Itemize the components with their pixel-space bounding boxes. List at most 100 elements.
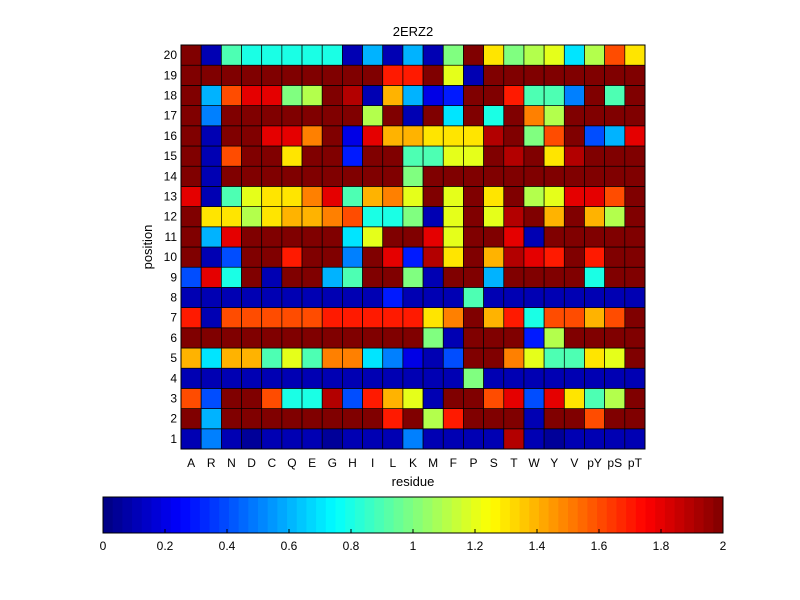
y-tick-label: 4 bbox=[170, 371, 177, 385]
heatmap-cell bbox=[402, 408, 424, 430]
heatmap-cell bbox=[584, 64, 606, 86]
heatmap-cell bbox=[200, 206, 222, 228]
heatmap-cell bbox=[604, 347, 626, 369]
x-tick-label: Q bbox=[287, 456, 296, 470]
x-tick-label: R bbox=[207, 456, 216, 470]
heatmap-cell bbox=[463, 44, 484, 66]
heatmap-cell bbox=[200, 85, 222, 106]
heatmap-cell bbox=[543, 226, 565, 248]
colorbar-segment bbox=[606, 497, 617, 533]
heatmap-cell bbox=[604, 428, 626, 450]
heatmap-cell bbox=[200, 428, 222, 450]
heatmap-cell bbox=[604, 287, 626, 308]
heatmap-cell bbox=[220, 347, 242, 369]
heatmap-cell bbox=[321, 266, 343, 288]
heatmap-cell bbox=[624, 246, 646, 268]
heatmap-cell bbox=[523, 145, 545, 167]
colorbar-segment bbox=[267, 497, 278, 533]
heatmap-cell bbox=[261, 44, 283, 66]
heatmap-cell bbox=[563, 287, 585, 308]
heatmap-cell bbox=[241, 246, 263, 268]
x-tick-label: N bbox=[227, 456, 236, 470]
heatmap-cell bbox=[422, 367, 444, 389]
heatmap-cell bbox=[523, 186, 545, 207]
heatmap-cell bbox=[442, 246, 464, 268]
heatmap-cell bbox=[200, 408, 222, 430]
heatmap-cell bbox=[321, 287, 343, 308]
heatmap-cell bbox=[200, 347, 222, 369]
heatmap-cell bbox=[362, 246, 384, 268]
heatmap-cell bbox=[301, 266, 323, 288]
heatmap-cell bbox=[543, 125, 565, 147]
heatmap-cell bbox=[463, 125, 484, 147]
heatmap-cell bbox=[321, 206, 343, 228]
heatmap-cell bbox=[584, 327, 606, 349]
heatmap-cell bbox=[281, 388, 303, 409]
heatmap-cell bbox=[301, 125, 323, 147]
heatmap-cell bbox=[483, 347, 505, 369]
x-tick-label: M bbox=[428, 456, 438, 470]
heatmap-cell bbox=[402, 85, 424, 106]
heatmap-cell bbox=[563, 85, 585, 106]
heatmap-cell bbox=[584, 428, 606, 450]
heatmap-cell bbox=[624, 226, 646, 248]
heatmap-cell bbox=[604, 44, 626, 66]
x-tick-label: A bbox=[187, 456, 195, 470]
x-tick-label: pY bbox=[587, 456, 602, 470]
heatmap-cell bbox=[584, 165, 606, 187]
heatmap-cell bbox=[382, 367, 404, 389]
heatmap-cell bbox=[342, 266, 363, 288]
heatmap-cell bbox=[442, 125, 464, 147]
heatmap-cell bbox=[200, 388, 222, 409]
heatmap-cell bbox=[523, 206, 545, 228]
x-axis-label: residue bbox=[392, 474, 435, 489]
heatmap-cell bbox=[261, 145, 283, 167]
heatmap-cell bbox=[503, 428, 525, 450]
heatmap-cell bbox=[624, 347, 646, 369]
heatmap-cell bbox=[241, 44, 263, 66]
heatmap-cell bbox=[362, 105, 384, 127]
heatmap-cell bbox=[342, 85, 363, 106]
heatmap-cell bbox=[422, 64, 444, 86]
x-tick-label: K bbox=[409, 456, 417, 470]
y-tick-label: 3 bbox=[170, 392, 177, 406]
y-tick-label: 6 bbox=[170, 331, 177, 345]
heatmap-cell bbox=[241, 367, 263, 389]
heatmap-cell bbox=[281, 85, 303, 106]
y-tick-label: 1 bbox=[170, 432, 177, 446]
colorbar-segment bbox=[141, 497, 152, 533]
heatmap-cell bbox=[604, 246, 626, 268]
heatmap-cell bbox=[503, 165, 525, 187]
heatmap-cell bbox=[200, 266, 222, 288]
heatmap-cell bbox=[241, 408, 263, 430]
heatmap-cell bbox=[463, 145, 484, 167]
heatmap-cell bbox=[483, 266, 505, 288]
heatmap-cell bbox=[463, 428, 484, 450]
heatmap-cell bbox=[483, 226, 505, 248]
heatmap-cell bbox=[241, 347, 263, 369]
heatmap-cell bbox=[442, 367, 464, 389]
heatmap-cell bbox=[281, 186, 303, 207]
heatmap-cell bbox=[261, 206, 283, 228]
heatmap-cell bbox=[402, 44, 424, 66]
heatmap-cell bbox=[261, 307, 283, 329]
heatmap-cell bbox=[463, 327, 484, 349]
colorbar-tick-label: 1.8 bbox=[653, 539, 670, 553]
heatmap-cell bbox=[422, 85, 444, 106]
colorbar-segment bbox=[490, 497, 501, 533]
colorbar-segment bbox=[103, 497, 114, 533]
colorbar-segment bbox=[132, 497, 143, 533]
heatmap-cell bbox=[281, 125, 303, 147]
heatmap-cell bbox=[261, 388, 283, 409]
heatmap-cell bbox=[483, 408, 505, 430]
heatmap-cell bbox=[604, 307, 626, 329]
y-tick-label: 16 bbox=[164, 129, 178, 143]
heatmap-cell bbox=[241, 105, 263, 127]
x-tick-label: S bbox=[490, 456, 498, 470]
heatmap-cell bbox=[584, 287, 606, 308]
heatmap-cell bbox=[301, 327, 323, 349]
heatmap-cell bbox=[382, 428, 404, 450]
colorbar-segment bbox=[693, 497, 705, 533]
heatmap-cell bbox=[604, 408, 626, 430]
heatmap-cell bbox=[180, 44, 202, 66]
